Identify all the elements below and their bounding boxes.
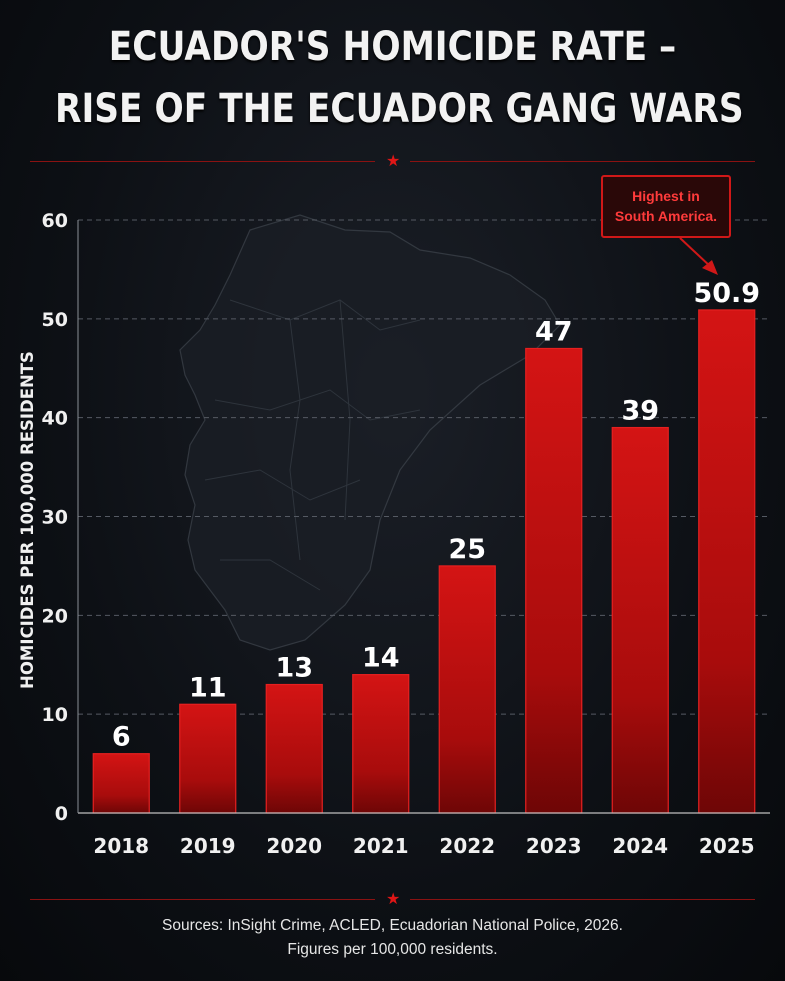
y-tick-label: 10 [42, 704, 68, 726]
ecuador-map-background [179, 214, 561, 651]
bar-2022 [438, 565, 496, 814]
x-tick-label: 2021 [353, 834, 409, 858]
footer-star-icon: ★ [386, 889, 401, 908]
callout-line-1: Highest in [632, 188, 700, 204]
bar-2024 [611, 426, 669, 814]
bar-value-label: 47 [535, 316, 573, 347]
x-tick-label: 2025 [699, 834, 755, 858]
x-tick-label: 2022 [439, 834, 495, 858]
y-tick-label: 30 [42, 507, 68, 529]
bar-value-label: 11 [189, 672, 227, 703]
bar-2020 [265, 683, 323, 814]
x-tick-label: 2023 [526, 834, 582, 858]
title-divider-left [30, 161, 375, 162]
bar-2018 [92, 753, 150, 814]
x-tick-label: 2018 [93, 834, 149, 858]
bar-value-label: 14 [362, 643, 400, 674]
callout-arrowhead [702, 260, 718, 275]
x-tick-label: 2024 [612, 834, 668, 858]
y-axis-label: HOMICIDES PER 100,000 RESIDENTS [18, 351, 37, 689]
footer-divider-right [410, 899, 755, 900]
x-tick-label: 2020 [266, 834, 322, 858]
callout-line-2: South America. [614, 208, 718, 224]
x-tick-label: 2019 [180, 834, 236, 858]
star-icon: ★ [386, 151, 401, 170]
bar-value-label: 39 [621, 396, 659, 427]
y-tick-label: 50 [42, 309, 68, 331]
y-tick-label: 20 [42, 605, 68, 627]
bar-2021 [352, 674, 410, 814]
y-tick-label: 0 [55, 803, 68, 825]
bar-value-label: 50.9 [693, 278, 760, 309]
bar-2023 [525, 347, 583, 814]
bar-2025 [698, 309, 756, 814]
page-title-line-2: RISE OF THE ECUADOR GANG WARS [54, 86, 744, 132]
annotation-callout: Highest in South America. [601, 175, 731, 238]
callout-arrow [679, 237, 713, 269]
sources-line-1: Sources: InSight Crime, ACLED, Ecuadoria… [162, 917, 623, 934]
bar-value-label: 13 [275, 653, 313, 684]
y-tick-label: 40 [42, 408, 68, 430]
sources-line-2: Figures per 100,000 residents. [287, 941, 498, 958]
bar-2019 [179, 703, 237, 814]
title-divider-right [410, 161, 755, 162]
page-title-line-1: ECUADOR'S HOMICIDE RATE – [108, 24, 677, 70]
y-tick-label: 60 [42, 210, 68, 232]
bar-value-label: 25 [448, 534, 486, 565]
footer-divider-left [30, 899, 375, 900]
bar-value-label: 6 [112, 722, 131, 753]
